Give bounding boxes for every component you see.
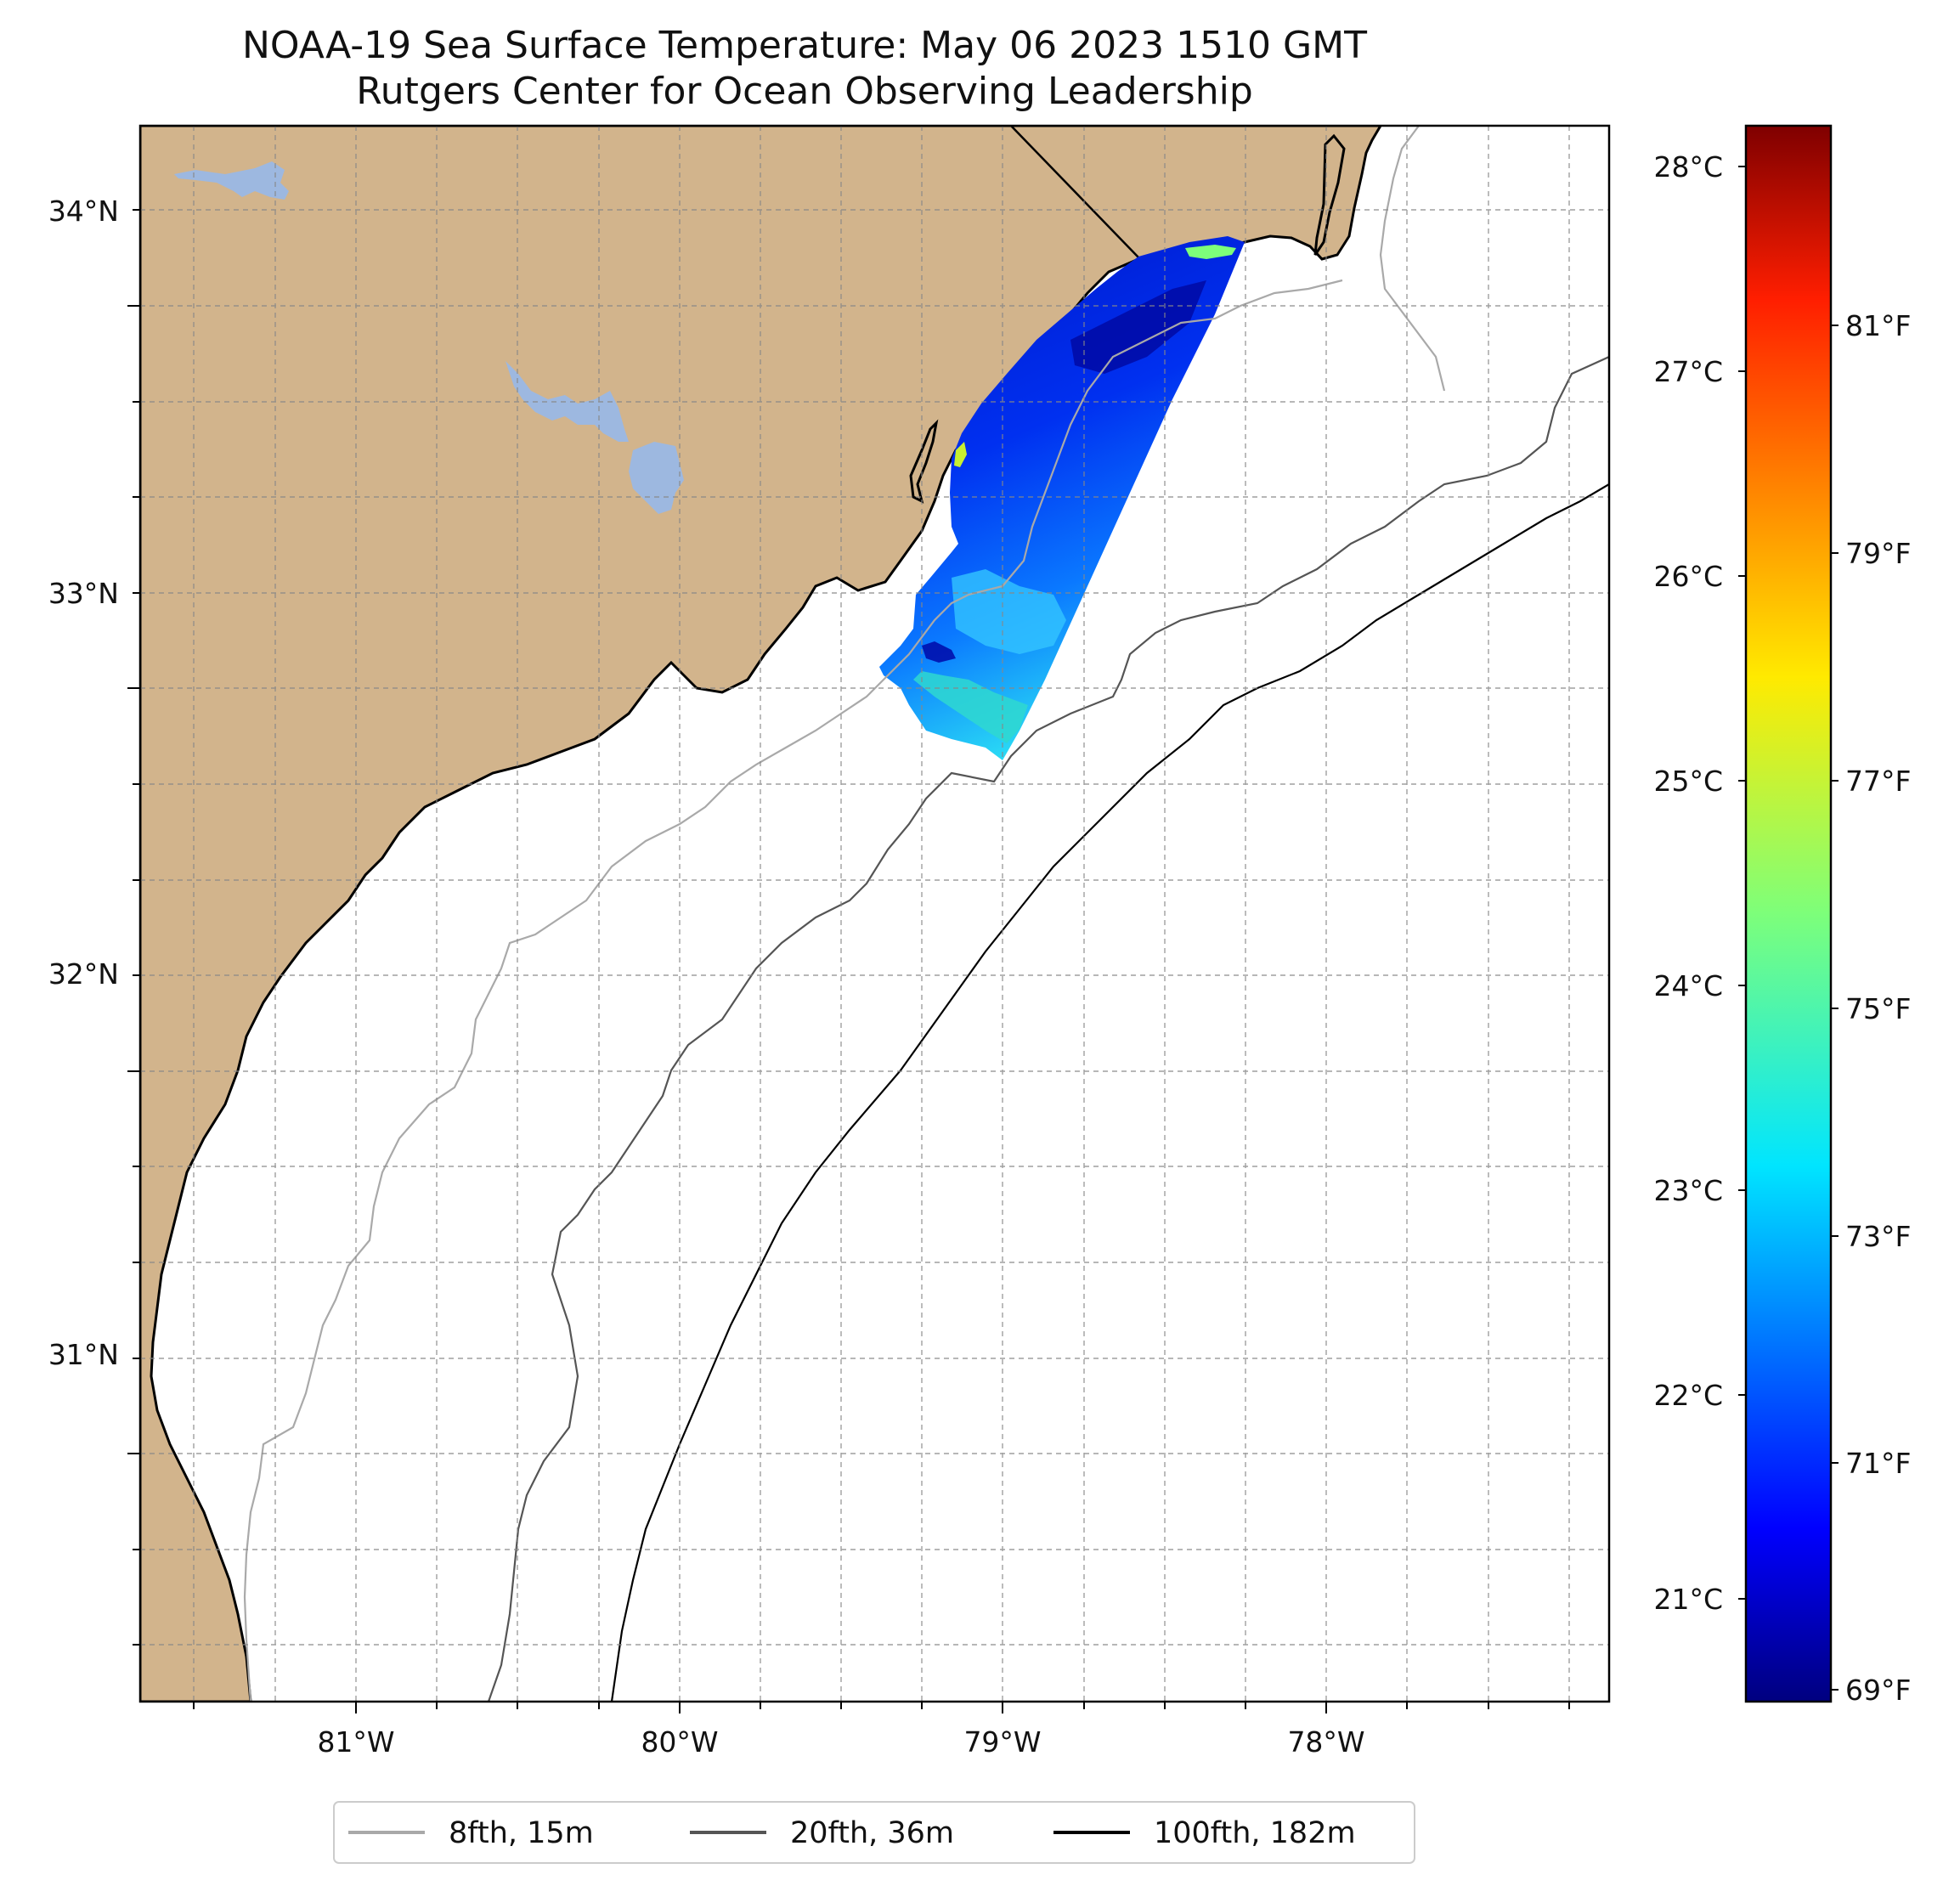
colorbar-label-77f: 77°F [1845, 765, 1911, 798]
colorbar [1744, 124, 1833, 1703]
lat-label-33n: 33°N [48, 577, 119, 610]
lon-label-79w: 79°W [963, 1725, 1041, 1759]
lat-label-32n: 32°N [48, 957, 119, 991]
lon-label-78w: 78°W [1287, 1725, 1364, 1759]
lake [506, 361, 629, 442]
colorbar-label-28c: 28°C [1653, 150, 1723, 183]
colorbar-label-81f: 81°F [1845, 309, 1911, 342]
lat-label-34n: 34°N [48, 195, 119, 228]
colorbar-label-69f: 69°F [1845, 1674, 1911, 1707]
gridlines [140, 126, 1609, 1702]
colorbar-label-79f: 79°F [1845, 537, 1911, 570]
sst-warm-patch [913, 671, 1028, 743]
legend-label-20fth: 20fth, 36m [790, 1816, 954, 1850]
colorbar-label-24c: 24°C [1653, 969, 1723, 1002]
isobath-20fth [487, 355, 1609, 1702]
axis-ticks [127, 209, 1570, 1713]
state-border [1010, 126, 1139, 258]
lon-label-81w: 81°W [317, 1725, 394, 1759]
sst-cold-patch [1070, 280, 1206, 374]
map-area [140, 126, 1609, 1702]
sst-cold-patch [922, 641, 956, 663]
colorbar-label-75f: 75°F [1845, 992, 1911, 1025]
isobath-8fth [243, 126, 1446, 1702]
colorbar-label-71f: 71°F [1845, 1447, 1911, 1480]
colorbar-fahrenheit-ticks [1831, 325, 1839, 1691]
title-line-2: Rutgers Center for Ocean Observing Leade… [356, 70, 1253, 113]
barrier-island [909, 419, 939, 504]
lat-label-31n: 31°N [48, 1338, 119, 1371]
sst-warm-patch [952, 569, 1066, 654]
legend-label-8fth: 8fth, 15m [449, 1816, 594, 1850]
colorbar-label-21c: 21°C [1653, 1583, 1723, 1616]
barrier-island [1313, 133, 1346, 256]
map-frame [138, 124, 1611, 1703]
legend-label-100fth: 100fth, 182m [1154, 1816, 1356, 1850]
colorbar-label-26c: 26°C [1653, 560, 1723, 593]
sst-coastal-warm [1185, 245, 1236, 259]
colorbar-celsius-ticks [1738, 166, 1746, 1600]
legend: 8fth, 15m 20fth, 36m 100fth, 182m [333, 1801, 1415, 1864]
colorbar-label-27c: 27°C [1653, 355, 1723, 388]
title-line-1: NOAA-19 Sea Surface Temperature: May 06 … [242, 24, 1367, 67]
colorbar-label-73f: 73°F [1845, 1220, 1911, 1253]
colorbar-label-22c: 22°C [1653, 1379, 1723, 1412]
colorbar-label-25c: 25°C [1653, 765, 1723, 798]
colorbar-label-23c: 23°C [1653, 1174, 1723, 1207]
lon-label-80w: 80°W [641, 1725, 718, 1759]
sst-coastal-warm [954, 442, 967, 467]
lake [629, 442, 684, 514]
lake [174, 161, 289, 200]
